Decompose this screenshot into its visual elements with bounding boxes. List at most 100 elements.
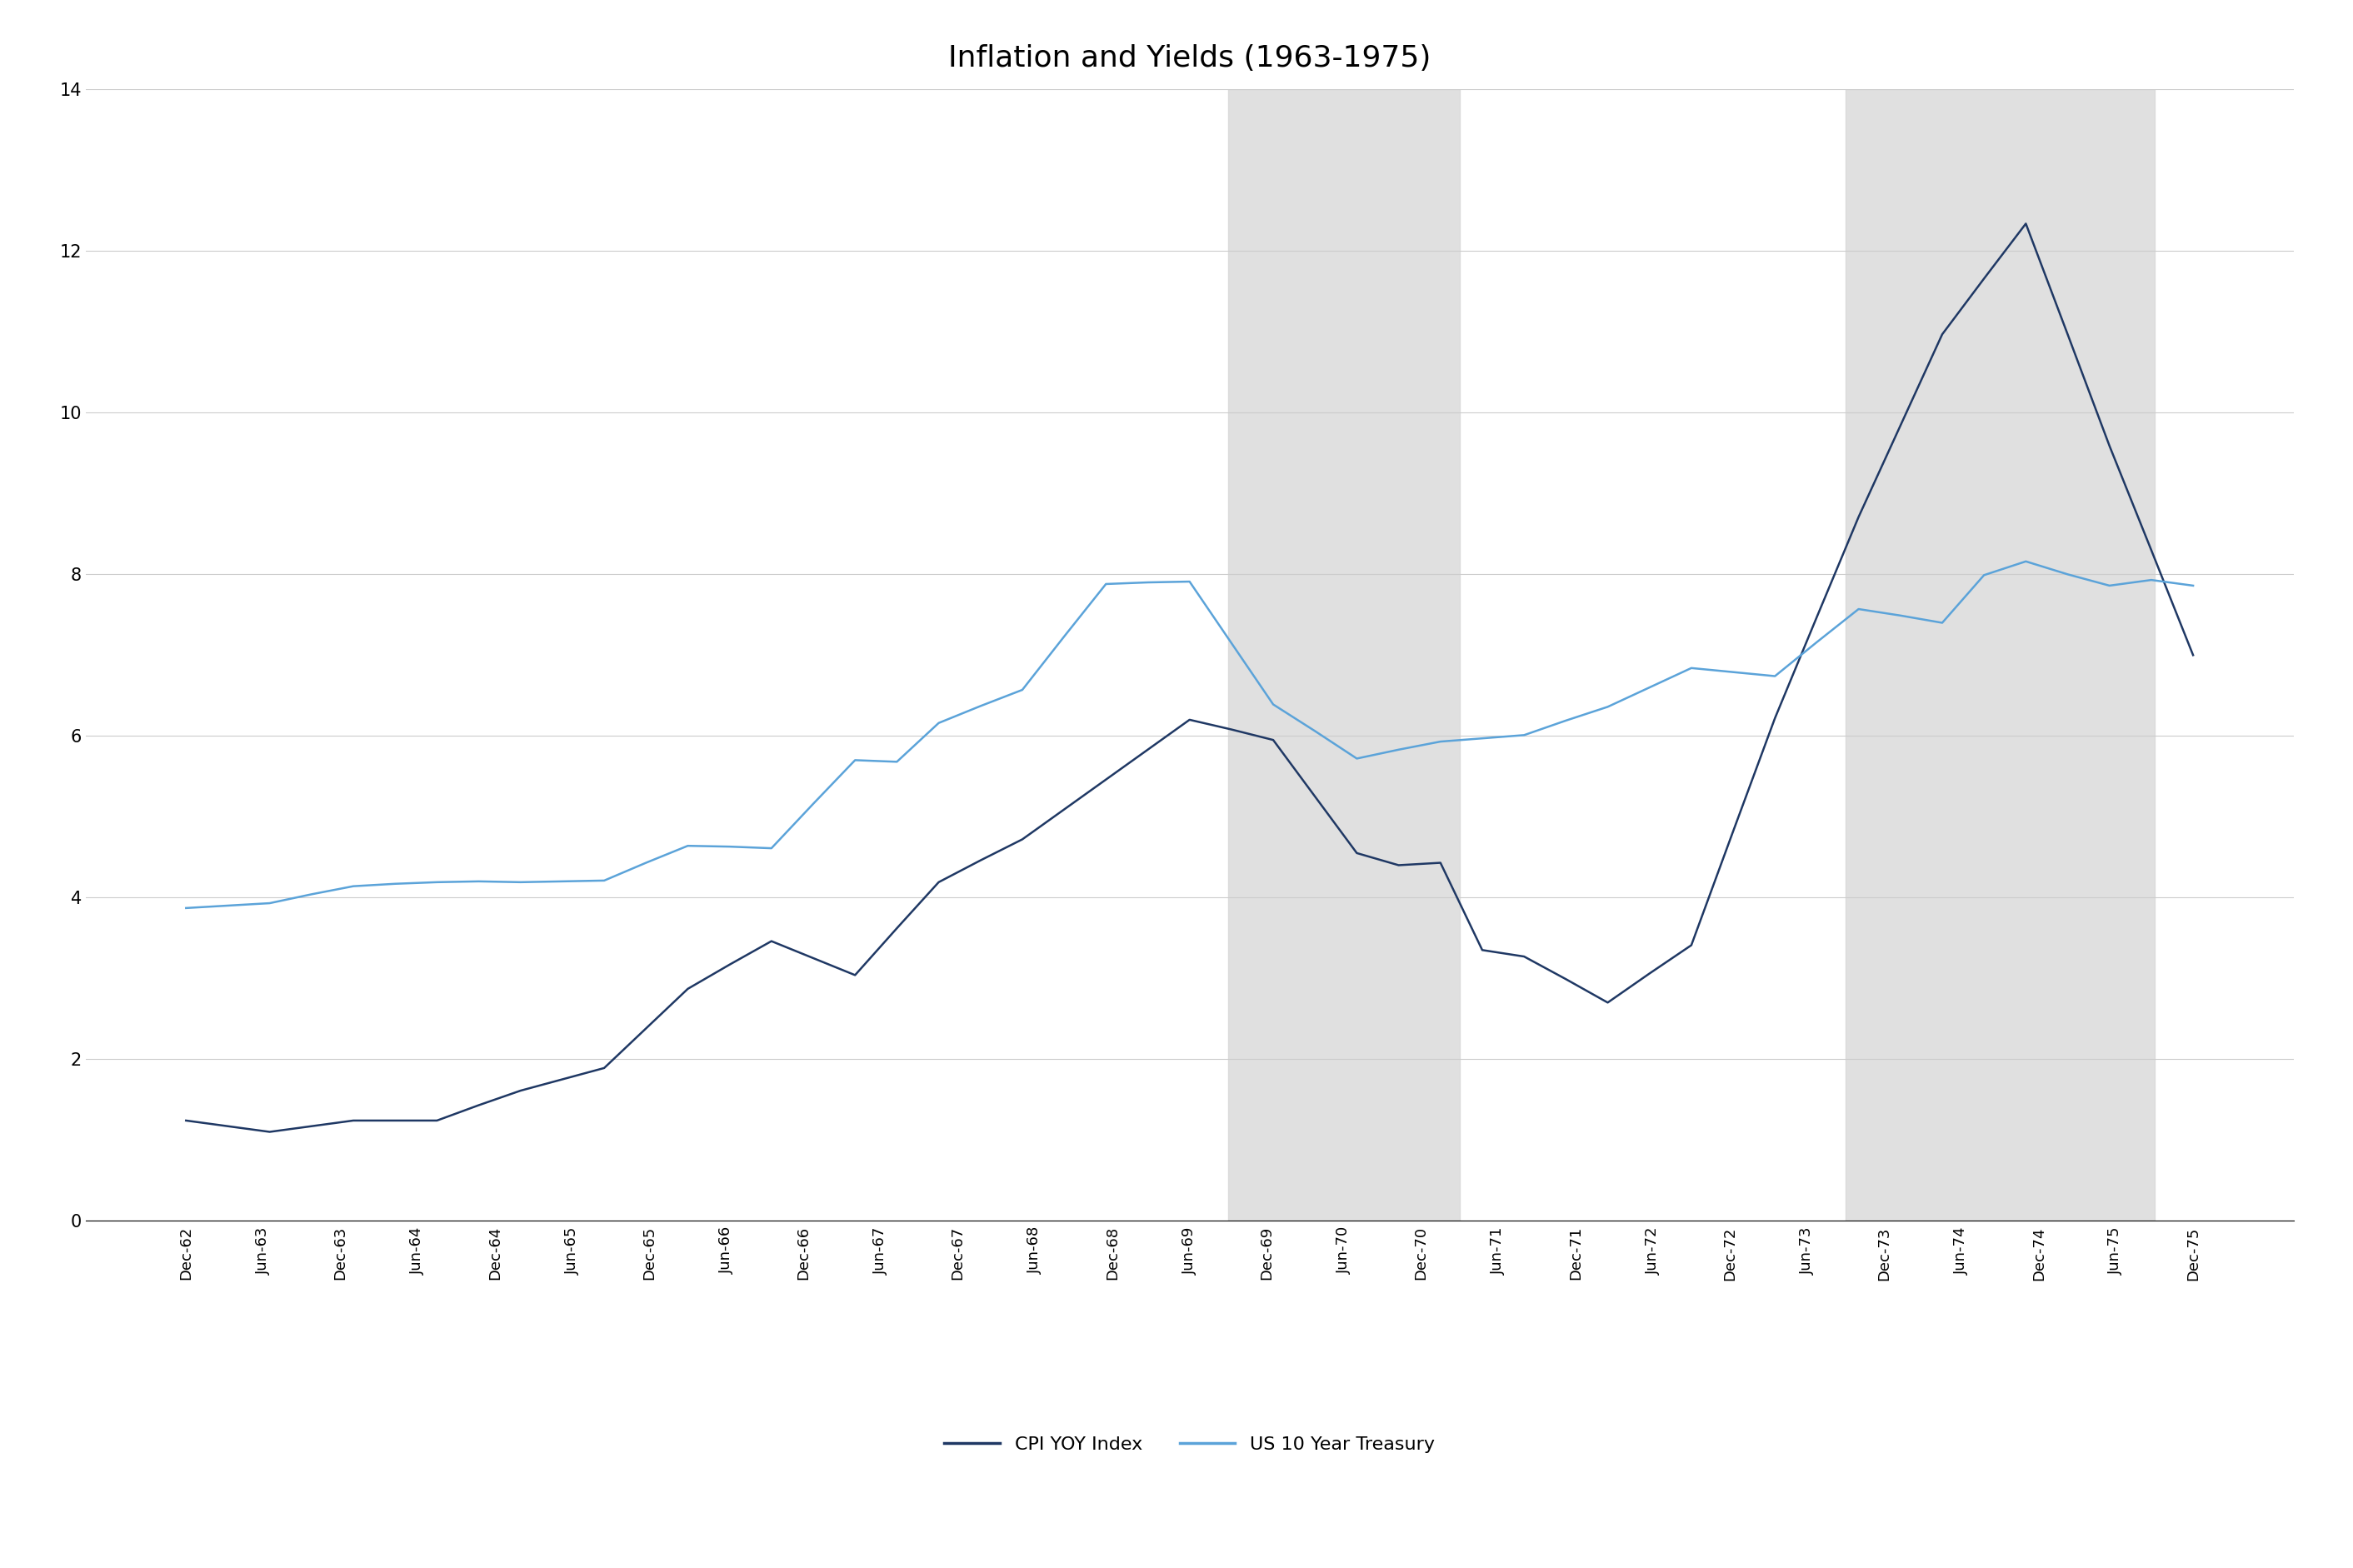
- CPI YOY Index: [1593, 993, 1621, 1011]
- US 10 Year Treasury: [840, 751, 868, 770]
- CPI YOY Index: [2012, 215, 2040, 234]
- US 10 Year Treasury: [1301, 721, 1329, 740]
- US 10 Year Treasury: [1134, 572, 1162, 591]
- CPI YOY Index: [464, 1096, 492, 1115]
- US 10 Year Treasury: [381, 875, 409, 894]
- CPI YOY Index: [925, 873, 953, 892]
- CPI YOY Index: [1344, 844, 1372, 862]
- CPI YOY Index: [2179, 646, 2207, 665]
- CPI YOY Index: [424, 1112, 452, 1131]
- CPI YOY Index: [256, 1123, 285, 1142]
- US 10 Year Treasury: [882, 753, 911, 771]
- CPI YOY Index: [506, 1082, 534, 1101]
- Legend: CPI YOY Index, US 10 Year Treasury: CPI YOY Index, US 10 Year Treasury: [936, 1428, 1442, 1460]
- US 10 Year Treasury: [296, 884, 325, 903]
- CPI YOY Index: [758, 931, 786, 950]
- US 10 Year Treasury: [424, 873, 452, 892]
- US 10 Year Treasury: [214, 897, 242, 916]
- CPI YOY Index: [1720, 822, 1748, 840]
- CPI YOY Index: [800, 949, 828, 967]
- US 10 Year Treasury: [967, 696, 995, 715]
- CPI YOY Index: [1551, 969, 1579, 988]
- CPI YOY Index: [1134, 740, 1162, 759]
- CPI YOY Index: [967, 851, 995, 870]
- US 10 Year Treasury: [1384, 740, 1412, 759]
- Bar: [1845, 89, 2155, 1221]
- CPI YOY Index: [381, 1112, 409, 1131]
- US 10 Year Treasury: [1802, 633, 1831, 652]
- CPI YOY Index: [840, 966, 868, 985]
- Line: CPI YOY Index: CPI YOY Index: [186, 224, 2193, 1132]
- CPI YOY Index: [1301, 787, 1329, 806]
- US 10 Year Treasury: [1551, 712, 1579, 731]
- US 10 Year Treasury: [1426, 732, 1454, 751]
- CPI YOY Index: [1176, 710, 1205, 729]
- CPI YOY Index: [1969, 270, 1998, 289]
- CPI YOY Index: [2054, 325, 2082, 343]
- US 10 Year Treasury: [548, 872, 576, 891]
- Title: Inflation and Yields (1963-1975): Inflation and Yields (1963-1975): [948, 44, 1431, 72]
- CPI YOY Index: [1384, 856, 1412, 875]
- US 10 Year Treasury: [172, 898, 200, 917]
- CPI YOY Index: [1760, 709, 1788, 728]
- CPI YOY Index: [2137, 541, 2165, 560]
- US 10 Year Treasury: [1344, 750, 1372, 768]
- CPI YOY Index: [633, 1019, 661, 1038]
- CPI YOY Index: [715, 955, 744, 974]
- US 10 Year Treasury: [464, 872, 492, 891]
- CPI YOY Index: [1259, 731, 1287, 750]
- CPI YOY Index: [1887, 416, 1915, 434]
- US 10 Year Treasury: [1092, 574, 1120, 593]
- US 10 Year Treasury: [1760, 666, 1788, 685]
- US 10 Year Treasury: [2012, 552, 2040, 571]
- US 10 Year Treasury: [2137, 571, 2165, 590]
- US 10 Year Treasury: [1468, 729, 1497, 748]
- CPI YOY Index: [2094, 436, 2122, 455]
- US 10 Year Treasury: [1217, 633, 1245, 652]
- CPI YOY Index: [673, 980, 701, 999]
- US 10 Year Treasury: [800, 795, 828, 814]
- Line: US 10 Year Treasury: US 10 Year Treasury: [186, 561, 2193, 908]
- CPI YOY Index: [339, 1112, 367, 1131]
- US 10 Year Treasury: [715, 837, 744, 856]
- US 10 Year Treasury: [506, 873, 534, 892]
- CPI YOY Index: [1092, 770, 1120, 789]
- US 10 Year Treasury: [925, 713, 953, 732]
- CPI YOY Index: [172, 1112, 200, 1131]
- US 10 Year Treasury: [2179, 575, 2207, 594]
- US 10 Year Treasury: [1720, 663, 1748, 682]
- US 10 Year Treasury: [1007, 681, 1035, 699]
- US 10 Year Treasury: [1635, 677, 1664, 696]
- CPI YOY Index: [1635, 964, 1664, 983]
- US 10 Year Treasury: [633, 853, 661, 872]
- CPI YOY Index: [548, 1069, 576, 1088]
- US 10 Year Treasury: [2054, 564, 2082, 583]
- CPI YOY Index: [1468, 941, 1497, 960]
- CPI YOY Index: [1217, 720, 1245, 739]
- US 10 Year Treasury: [1678, 659, 1706, 677]
- CPI YOY Index: [296, 1116, 325, 1135]
- US 10 Year Treasury: [1259, 695, 1287, 713]
- CPI YOY Index: [1845, 508, 1873, 527]
- US 10 Year Treasury: [1969, 566, 1998, 585]
- US 10 Year Treasury: [1049, 627, 1078, 646]
- CPI YOY Index: [1049, 800, 1078, 818]
- US 10 Year Treasury: [1511, 726, 1539, 745]
- CPI YOY Index: [214, 1116, 242, 1135]
- CPI YOY Index: [882, 919, 911, 938]
- US 10 Year Treasury: [1176, 572, 1205, 591]
- US 10 Year Treasury: [758, 839, 786, 858]
- US 10 Year Treasury: [256, 894, 285, 913]
- CPI YOY Index: [1426, 853, 1454, 872]
- CPI YOY Index: [1802, 608, 1831, 627]
- Bar: [1228, 89, 1459, 1221]
- CPI YOY Index: [1007, 829, 1035, 848]
- US 10 Year Treasury: [591, 872, 619, 891]
- CPI YOY Index: [591, 1058, 619, 1077]
- CPI YOY Index: [1511, 947, 1539, 966]
- US 10 Year Treasury: [1927, 613, 1955, 632]
- US 10 Year Treasury: [1887, 607, 1915, 626]
- CPI YOY Index: [1927, 325, 1955, 343]
- US 10 Year Treasury: [339, 877, 367, 895]
- US 10 Year Treasury: [1845, 599, 1873, 618]
